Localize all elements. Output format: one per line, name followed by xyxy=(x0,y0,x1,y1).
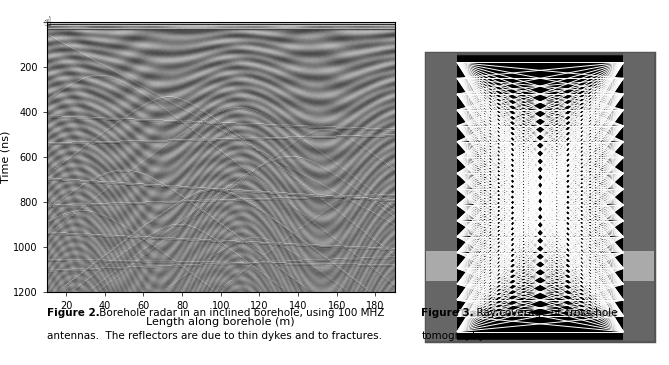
Bar xyxy=(426,53,457,341)
Text: Figure 3.: Figure 3. xyxy=(421,308,474,318)
Bar xyxy=(426,251,457,281)
Bar xyxy=(624,251,654,281)
Text: Receiver: Receiver xyxy=(567,309,618,319)
Text: ☝: ☝ xyxy=(43,16,51,30)
Text: Ray coverage of cross-hole: Ray coverage of cross-hole xyxy=(470,308,617,318)
Bar xyxy=(624,53,654,341)
Text: tomography.: tomography. xyxy=(421,331,487,341)
Text: Transmitter: Transmitter xyxy=(458,309,527,319)
Text: Figure 2.: Figure 2. xyxy=(47,308,100,318)
X-axis label: Length along borehole (m): Length along borehole (m) xyxy=(147,316,295,327)
Text: Borehole radar in an inclined borehole, using 100 MHZ: Borehole radar in an inclined borehole, … xyxy=(96,308,384,318)
Text: antennas.  The reflectors are due to thin dykes and to fractures.: antennas. The reflectors are due to thin… xyxy=(47,331,382,341)
Y-axis label: Time (ns): Time (ns) xyxy=(1,131,11,183)
